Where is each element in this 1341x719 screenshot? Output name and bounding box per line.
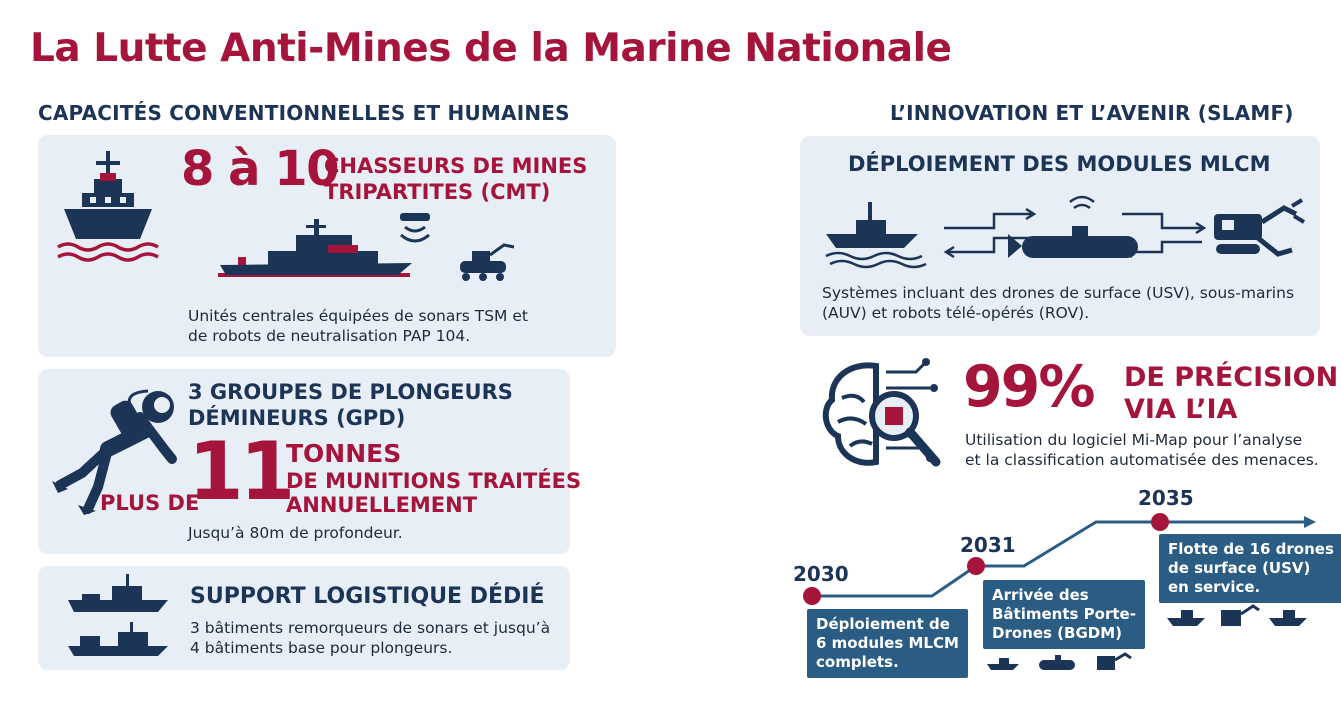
- usv-icon: [826, 202, 926, 267]
- cmt-count: 8 à 10: [181, 141, 338, 197]
- robot-arm-icon: [1214, 200, 1304, 254]
- minehunter-icon: [216, 213, 516, 295]
- munitions-prefix: PLUS DE: [100, 491, 199, 515]
- timeline-year-2031: 2031: [960, 533, 1016, 557]
- timeline-box-2030: Déploiement de 6 modules MLCM complets.: [807, 609, 968, 678]
- sonar-wave-icon: [400, 213, 430, 241]
- depth-description: Jusqu’à 80m de profondeur.: [188, 523, 403, 543]
- timeline-year-2030: 2030: [793, 562, 849, 586]
- support-description: 3 bâtiments remorqueurs de sonars et jus…: [190, 618, 550, 658]
- timeline-marker-2031: [967, 557, 985, 575]
- auv-icon: [1008, 197, 1138, 258]
- ship-icon: [56, 151, 160, 269]
- right-section-heading: L’INNOVATION ET L’AVENIR (SLAMF): [890, 101, 1294, 125]
- timeline-icons-2035: [1165, 604, 1315, 628]
- mlcm-description: Systèmes incluant des drones de surface …: [822, 283, 1294, 323]
- munitions-unit: TONNES: [286, 439, 401, 468]
- support-title: SUPPORT LOGISTIQUE DÉDIÉ: [190, 584, 545, 609]
- ai-precision-value: 99%: [963, 354, 1093, 420]
- ai-precision-label: DE PRÉCISION VIA L’IA: [1124, 362, 1338, 426]
- cmt-description: Unités centrales équipées de sonars TSM …: [188, 306, 528, 346]
- timeline-marker-2030: [803, 587, 821, 605]
- ai-brain-icon: [820, 358, 946, 476]
- support-ship-icon: [66, 574, 176, 658]
- mlcm-title: DÉPLOIEMENT DES MODULES MLCM: [848, 152, 1270, 176]
- gpd-title: 3 GROUPES DE PLONGEURS DÉMINEURS (GPD): [188, 379, 513, 431]
- timeline-year-2035: 2035: [1138, 486, 1194, 510]
- cmt-label: CHASSEURS DE MINES TRIPARTITES (CMT): [324, 153, 587, 205]
- timeline-icons-2031: [985, 650, 1145, 674]
- support-card: SUPPORT LOGISTIQUE DÉDIÉ 3 bâtiments rem…: [38, 566, 570, 670]
- timeline-marker-2035: [1151, 513, 1169, 531]
- rov-icon: [460, 245, 514, 281]
- munitions-count: 11: [188, 427, 291, 517]
- left-section-heading: CAPACITÉS CONVENTIONNELLES ET HUMAINES: [38, 101, 570, 125]
- munitions-label: DE MUNITIONS TRAITÉES ANNUELLEMENT: [286, 469, 581, 517]
- timeline-box-2031: Arrivée des Bâtiments Porte- Drones (BGD…: [983, 580, 1145, 649]
- gpd-card: 3 GROUPES DE PLONGEURS DÉMINEURS (GPD) P…: [38, 369, 570, 554]
- ai-description: Utilisation du logiciel Mi-Map pour l’an…: [965, 430, 1319, 470]
- mlcm-diagram: [822, 192, 1312, 274]
- mlcm-card: DÉPLOIEMENT DES MODULES MLCM: [800, 136, 1320, 336]
- timeline-box-2035: Flotte de 16 drones de surface (USV) en …: [1159, 534, 1341, 603]
- cmt-card: 8 à 10 CHASSEURS DE MINES TRIPARTITES (C…: [38, 135, 616, 357]
- page-title: La Lutte Anti-Mines de la Marine Nationa…: [30, 26, 951, 71]
